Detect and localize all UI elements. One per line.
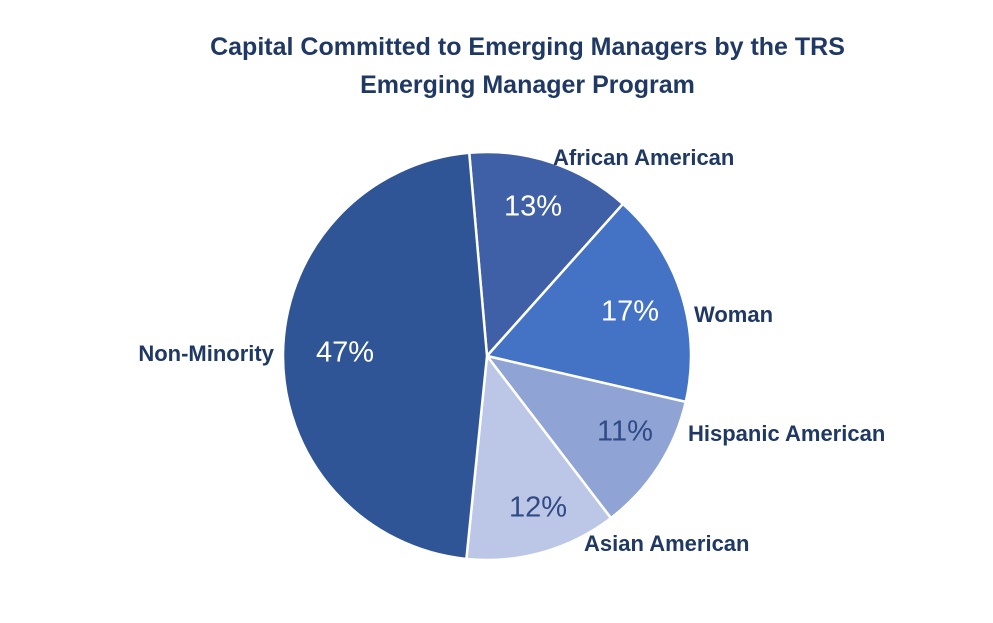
pie-slice-asian-american bbox=[465, 352, 613, 562]
pie-percent-label: 13% bbox=[504, 191, 562, 223]
pie-percent-label: 12% bbox=[509, 492, 567, 524]
chart-title-line-2: Emerging Manager Program bbox=[360, 71, 695, 99]
pie-percent-label: 17% bbox=[601, 296, 659, 328]
chart-title: Capital Committed to Emerging Managers b… bbox=[60, 28, 993, 104]
pie-slice-non-minority bbox=[281, 151, 489, 561]
pie-slice-hispanic-american bbox=[483, 354, 688, 520]
pie-percent-labels: 13% 17% 11% 12% 47% bbox=[316, 191, 659, 524]
pie-slice-woman bbox=[484, 202, 693, 404]
pie-category-label: African American bbox=[553, 145, 734, 170]
pie-category-label: Hispanic American bbox=[688, 421, 885, 446]
pie-category-label: Asian American bbox=[584, 531, 749, 556]
chart-title-line-1: Capital Committed to Emerging Managers b… bbox=[210, 33, 845, 61]
pie-percent-label: 11% bbox=[597, 416, 653, 448]
pie-category-labels: African American Woman Hispanic American As… bbox=[138, 145, 885, 556]
pie-category-label: Woman bbox=[694, 302, 773, 327]
pie-slices bbox=[281, 150, 693, 562]
pie-slice-african-american bbox=[467, 150, 625, 359]
pie-category-label: Non-Minority bbox=[138, 341, 274, 366]
pie-percent-label: 47% bbox=[316, 337, 374, 369]
